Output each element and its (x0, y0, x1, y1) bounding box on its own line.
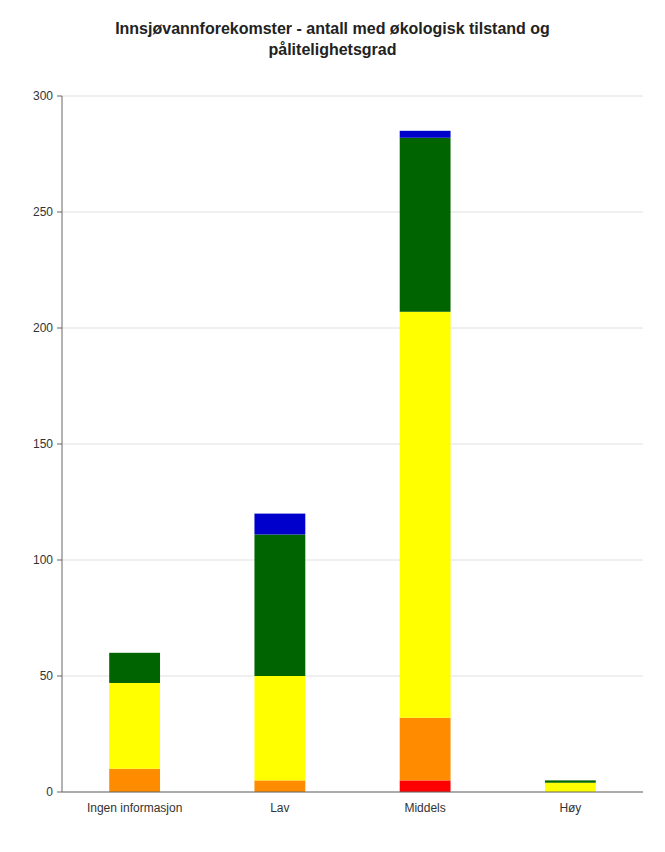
chart-svg: Innsjøvannforekomster - antall med økolo… (0, 0, 665, 852)
y-tick (57, 212, 62, 213)
bar-segment (545, 783, 596, 792)
y-tick (57, 328, 62, 329)
bar-segment (109, 769, 160, 792)
y-tick-label: 0 (46, 785, 53, 799)
title-line: Innsjøvannforekomster - antall med økolo… (115, 20, 550, 37)
bar-segment (400, 312, 451, 718)
bar-segment (254, 780, 305, 792)
bar-segment (400, 131, 451, 138)
y-tick-label: 50 (40, 669, 54, 683)
bar-segment (400, 138, 451, 312)
y-tick (57, 792, 62, 793)
y-tick-label: 150 (33, 437, 53, 451)
chart-container: Innsjøvannforekomster - antall med økolo… (0, 0, 665, 852)
y-tick-label: 200 (33, 321, 53, 335)
bar-segment (109, 683, 160, 769)
grid-line (62, 212, 643, 213)
grid (62, 96, 643, 792)
bar-segment (109, 653, 160, 683)
bars (109, 131, 596, 792)
y-tick (57, 676, 62, 677)
chart-title: Innsjøvannforekomster - antall med økolo… (115, 20, 550, 58)
x-axis-line (62, 792, 643, 793)
grid-line (62, 328, 643, 329)
page: {"chart_data": {"type": "bar", "stacked"… (0, 0, 665, 852)
bar-segment (400, 780, 451, 792)
bar-segment (545, 780, 596, 781)
grid-line (62, 444, 643, 445)
grid-line (62, 792, 643, 793)
y-tick (57, 96, 62, 97)
series (109, 138, 596, 783)
bar-segment (254, 514, 305, 535)
grid-line (62, 96, 643, 97)
y-tick (57, 560, 62, 561)
bar-segment (109, 652, 160, 653)
series (254, 131, 450, 535)
bar-segment (545, 780, 596, 782)
x-tick-label: Lav (270, 801, 289, 815)
y-tick-label: 250 (33, 205, 53, 219)
bar-segment (254, 676, 305, 780)
series (400, 780, 451, 792)
x-tick-label: Middels (404, 801, 445, 815)
y-tick (57, 444, 62, 445)
bar-segment (254, 534, 305, 676)
y-tick-label: 300 (33, 89, 53, 103)
series (109, 312, 596, 792)
y-tick-label: 100 (33, 553, 53, 567)
grid-line (62, 560, 643, 561)
x-tick-label: Ingen informasjon (87, 801, 182, 815)
x-axis: Ingen informasjon Lav Middels Høy (87, 801, 581, 815)
title-line: pålitelighetsgrad (268, 41, 396, 58)
y-axis: 0 50 100 150 200 250 300 (33, 89, 62, 799)
bar-segment (400, 718, 451, 781)
y-axis-line (62, 96, 63, 792)
x-tick-label: Høy (559, 801, 581, 815)
